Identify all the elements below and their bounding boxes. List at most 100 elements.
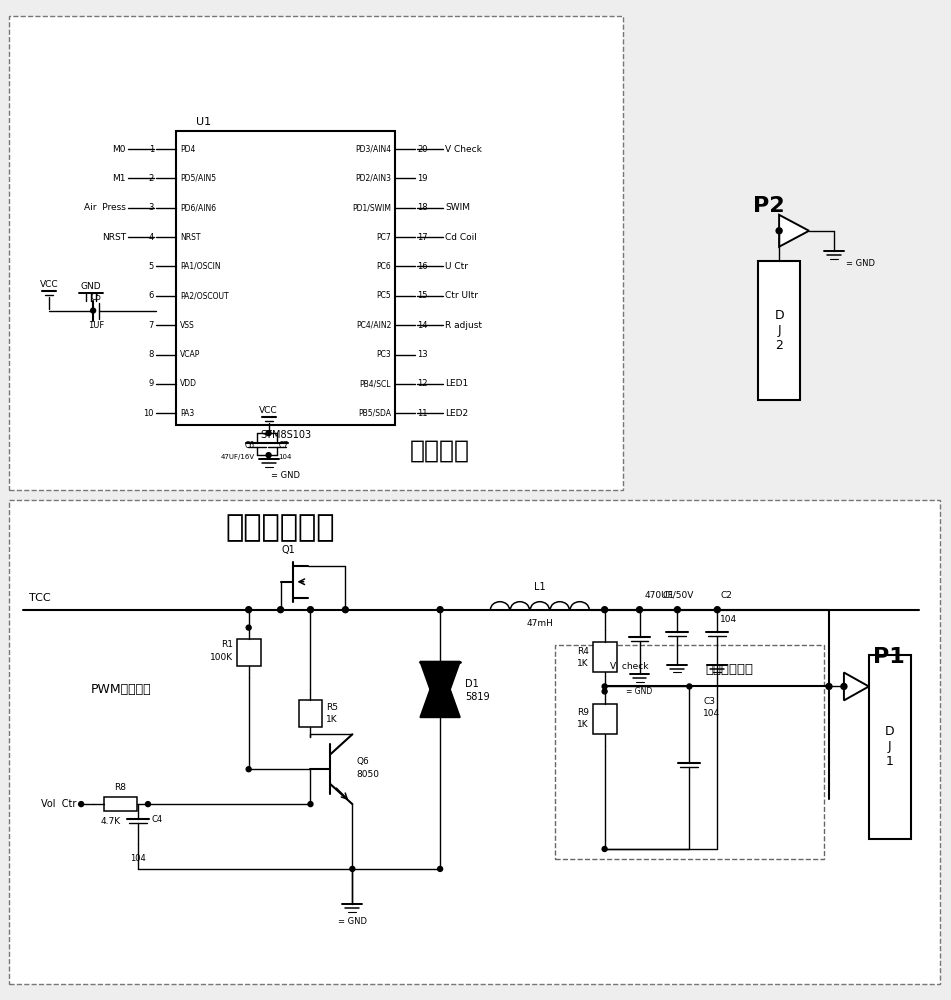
Text: 电压反馈模块: 电压反馈模块 <box>706 663 754 676</box>
Bar <box>592 704 616 734</box>
Text: = GND: = GND <box>338 917 367 926</box>
Text: PC6: PC6 <box>377 262 391 271</box>
Text: PD4: PD4 <box>180 145 195 154</box>
Bar <box>10 16 623 490</box>
Text: 20: 20 <box>417 145 428 154</box>
Text: Cd Coil: Cd Coil <box>445 233 477 242</box>
Text: PD6/AIN6: PD6/AIN6 <box>180 203 216 212</box>
Text: 8050: 8050 <box>357 770 379 779</box>
Text: U1: U1 <box>196 117 211 127</box>
Text: V Check: V Check <box>445 145 482 154</box>
Text: 18: 18 <box>417 203 428 212</box>
Text: VSS: VSS <box>180 321 195 330</box>
Text: C2: C2 <box>720 591 732 600</box>
Text: PB5/SDA: PB5/SDA <box>359 409 391 418</box>
Text: 15: 15 <box>417 291 428 300</box>
Bar <box>554 645 824 859</box>
Text: R4: R4 <box>577 647 589 656</box>
Text: 1K: 1K <box>577 720 589 729</box>
Circle shape <box>245 607 252 613</box>
Circle shape <box>602 684 607 689</box>
Text: 4: 4 <box>148 233 154 242</box>
Circle shape <box>246 625 251 630</box>
Text: 5819: 5819 <box>465 692 490 702</box>
Text: PC7: PC7 <box>377 233 391 242</box>
Text: L1: L1 <box>534 582 546 592</box>
Text: D
J
2: D J 2 <box>774 309 784 352</box>
Circle shape <box>841 683 847 689</box>
Text: 2: 2 <box>148 174 154 183</box>
Circle shape <box>308 802 313 807</box>
Text: GND: GND <box>81 282 102 291</box>
Text: PD1/SWIM: PD1/SWIM <box>352 203 391 212</box>
Text: PB4/SCL: PB4/SCL <box>359 379 391 388</box>
Text: 7: 7 <box>148 321 154 330</box>
Text: 8: 8 <box>148 350 154 359</box>
Text: = GND: = GND <box>627 687 652 696</box>
Text: C5: C5 <box>90 293 102 302</box>
Text: PD2/AIN3: PD2/AIN3 <box>356 174 391 183</box>
Text: LED1: LED1 <box>445 379 468 388</box>
Circle shape <box>636 607 643 613</box>
Bar <box>176 131 396 425</box>
Circle shape <box>826 683 832 689</box>
Text: 1: 1 <box>148 145 154 154</box>
Text: Vol  Ctr: Vol Ctr <box>41 799 76 809</box>
Text: M1: M1 <box>112 174 126 183</box>
Text: 6: 6 <box>148 291 154 300</box>
Text: 16: 16 <box>417 262 428 271</box>
Text: 13: 13 <box>417 350 428 359</box>
Text: PC3: PC3 <box>377 350 391 359</box>
Circle shape <box>776 228 782 234</box>
Bar <box>104 797 137 811</box>
Text: 4.7K: 4.7K <box>101 817 121 826</box>
Text: C1: C1 <box>663 591 674 600</box>
Circle shape <box>350 866 355 871</box>
Text: PA1/OSCIN: PA1/OSCIN <box>180 262 221 271</box>
Bar <box>592 642 616 672</box>
Text: Ctr Ultr: Ctr Ultr <box>445 291 478 300</box>
Circle shape <box>278 607 283 613</box>
Text: 12: 12 <box>417 379 428 388</box>
Text: 100K: 100K <box>209 653 233 662</box>
Text: NRST: NRST <box>180 233 201 242</box>
Text: PWM控制电压: PWM控制电压 <box>91 683 152 696</box>
Polygon shape <box>420 662 460 717</box>
Text: 控制单元: 控制单元 <box>410 438 470 462</box>
Text: 470UF/50V: 470UF/50V <box>645 591 694 600</box>
Bar <box>869 655 911 839</box>
Text: 1UF: 1UF <box>88 321 105 330</box>
Text: C4: C4 <box>152 815 163 824</box>
Circle shape <box>266 431 271 436</box>
Circle shape <box>674 607 680 613</box>
Bar <box>10 500 940 984</box>
Circle shape <box>687 684 692 689</box>
Text: PA2/OSCOUT: PA2/OSCOUT <box>180 291 228 300</box>
Text: Air  Press: Air Press <box>84 203 126 212</box>
Text: VCC: VCC <box>40 280 59 289</box>
Text: 10: 10 <box>144 409 154 418</box>
Text: TCC: TCC <box>29 593 51 603</box>
Text: PC4/AIN2: PC4/AIN2 <box>356 321 391 330</box>
Text: 11: 11 <box>417 409 428 418</box>
Text: R8: R8 <box>114 783 126 792</box>
Text: Q1: Q1 <box>281 545 296 555</box>
Polygon shape <box>844 672 869 700</box>
Text: D1: D1 <box>465 679 478 689</box>
Text: PD3/AIN4: PD3/AIN4 <box>355 145 391 154</box>
Text: SWIM: SWIM <box>445 203 470 212</box>
Circle shape <box>79 802 84 807</box>
Text: 47UF/16V: 47UF/16V <box>221 454 255 460</box>
Text: R5: R5 <box>326 703 339 712</box>
Text: NRST: NRST <box>102 233 126 242</box>
Circle shape <box>307 607 314 613</box>
Text: R1: R1 <box>221 640 233 649</box>
Text: 5: 5 <box>148 262 154 271</box>
Text: PA3: PA3 <box>180 409 194 418</box>
Text: P1: P1 <box>873 647 904 667</box>
Text: 1K: 1K <box>577 659 589 668</box>
Circle shape <box>437 607 443 613</box>
Bar <box>758 261 800 400</box>
Circle shape <box>602 689 607 694</box>
Circle shape <box>602 846 607 851</box>
